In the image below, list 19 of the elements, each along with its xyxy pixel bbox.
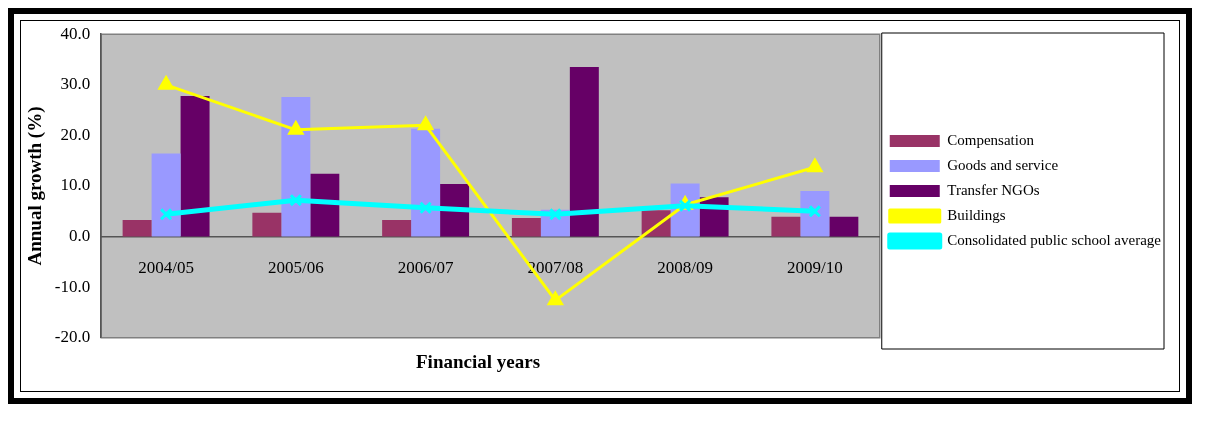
y-tick-label: 40.0	[60, 23, 91, 43]
x-tick-label: 2008/09	[657, 258, 713, 278]
y-tick-label: 0.0	[68, 226, 91, 246]
x-tick-label: 2009/10	[787, 258, 843, 278]
y-tick-label: 30.0	[60, 74, 91, 94]
y-tick-label: 20.0	[60, 124, 91, 144]
legend-label: Buildings	[947, 206, 1006, 223]
x-tick-label: 2006/07	[397, 258, 454, 278]
y-tick-label: 10.0	[60, 175, 91, 195]
y-tick-label: -10.0	[54, 276, 91, 296]
x-axis-title: Financial years	[415, 351, 542, 374]
x-tick-label: 2005/06	[267, 258, 324, 278]
legend-label: Consolidated public school average	[947, 231, 1162, 248]
legend-label: Compensation	[947, 131, 1035, 148]
x-tick-label: 2004/05	[138, 258, 194, 278]
y-tick-label: -20.0	[54, 327, 91, 347]
legend-label: Transfer NGOs	[947, 181, 1040, 198]
y-axis-title: Annual growth (%)	[24, 106, 47, 266]
legend-label: Goods and service	[947, 156, 1059, 173]
